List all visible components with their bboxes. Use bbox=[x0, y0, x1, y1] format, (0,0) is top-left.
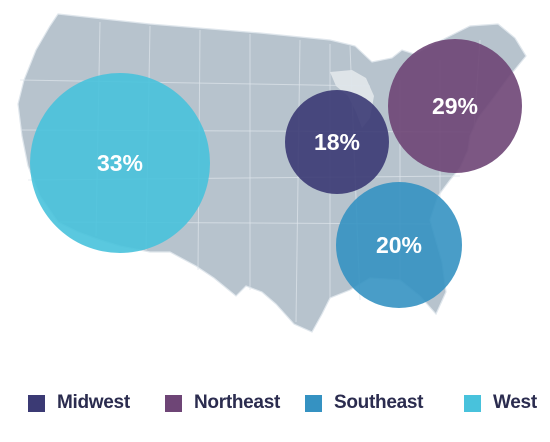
midwest-bubble bbox=[285, 90, 389, 194]
west-percent-label: 33% bbox=[97, 150, 143, 176]
legend-item-northeast: Northeast bbox=[165, 392, 280, 414]
legend-swatch bbox=[305, 394, 322, 412]
legend-swatch bbox=[28, 394, 45, 412]
northeast-bubble bbox=[388, 39, 522, 173]
legend-swatch bbox=[464, 394, 481, 412]
legend-label: West bbox=[493, 392, 537, 413]
legend-item-west: West bbox=[464, 392, 537, 414]
legend-item-southeast: Southeast bbox=[305, 392, 423, 414]
us-region-map: 33% 18% 29% 20% bbox=[17, 13, 527, 333]
northeast-percent-label: 29% bbox=[432, 93, 478, 119]
legend-label: Southeast bbox=[334, 392, 424, 413]
southeast-bubble bbox=[336, 182, 462, 308]
region-bubbles: 33% 18% 29% 20% bbox=[30, 39, 522, 308]
us-map-svg: 33% 18% 29% 20% bbox=[17, 13, 527, 333]
legend-label: Northeast bbox=[194, 392, 280, 413]
legend: Midwest Northeast Southeast West bbox=[0, 384, 550, 420]
southeast-percent-label: 20% bbox=[376, 232, 422, 258]
west-bubble bbox=[30, 73, 210, 253]
legend-swatch bbox=[165, 394, 182, 412]
midwest-percent-label: 18% bbox=[314, 129, 360, 155]
legend-item-midwest: Midwest bbox=[28, 392, 130, 414]
legend-label: Midwest bbox=[57, 392, 130, 413]
